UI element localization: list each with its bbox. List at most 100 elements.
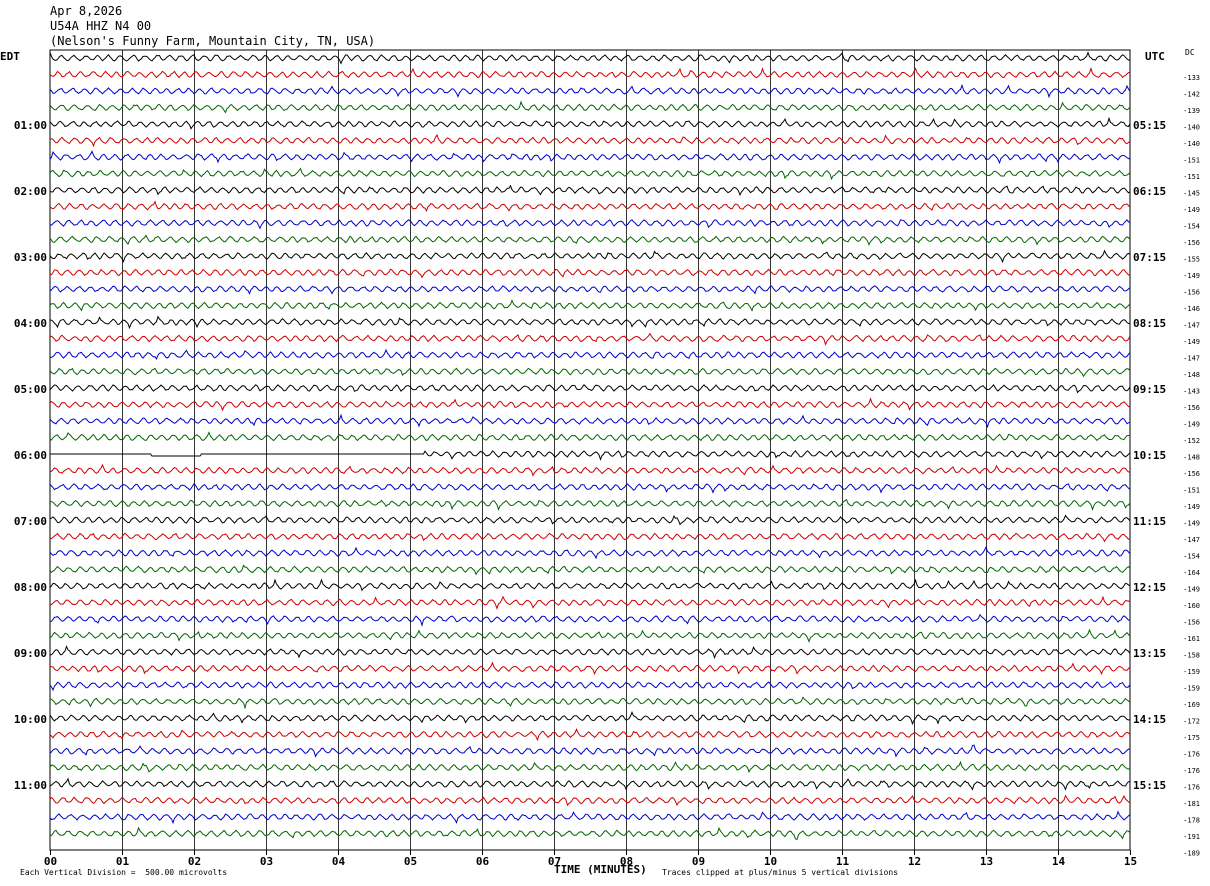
dc-offset-label: -149 (1183, 338, 1200, 346)
dc-offset-label: -176 (1183, 751, 1200, 759)
seismic-trace (49, 483, 1131, 494)
seismic-trace (49, 595, 1131, 610)
left-hour-label: 07:00 (14, 515, 47, 528)
chart-grid (49, 49, 1131, 855)
seismic-trace (49, 578, 1131, 592)
x-tick-label: 09 (692, 855, 705, 868)
dc-offset-label: -143 (1183, 388, 1200, 396)
x-tick-label: 11 (836, 855, 850, 868)
left-hour-label: 11:00 (14, 779, 47, 792)
dc-offset-label: -164 (1183, 569, 1200, 577)
left-hour-label: 02:00 (14, 185, 47, 198)
right-hour-label: 14:15 (1133, 713, 1166, 726)
x-tick-label: 10 (764, 855, 777, 868)
seismic-trace (49, 299, 1131, 312)
dc-offset-label: -149 (1183, 421, 1200, 429)
x-tick-label: 05 (404, 855, 417, 868)
dc-offset-label: -156 (1183, 289, 1200, 297)
dc-offset-label: -151 (1183, 173, 1200, 181)
dc-offset-label: -133 (1183, 74, 1200, 82)
seismic-trace (49, 133, 1131, 148)
dc-offset-label: -154 (1183, 553, 1200, 561)
right-hour-label: 08:15 (1133, 317, 1166, 330)
seismic-trace (49, 728, 1131, 742)
chart-frame (49, 49, 1131, 851)
seismic-trace (49, 696, 1131, 710)
right-hour-label: 11:15 (1133, 515, 1166, 528)
right-timezone-label: UTC (1145, 50, 1165, 63)
dc-offset-label: -140 (1183, 124, 1200, 132)
dc-offset-label: -145 (1183, 190, 1200, 198)
dc-offset-label: -178 (1183, 817, 1200, 825)
left-hour-label: 09:00 (14, 647, 47, 660)
seismic-trace (49, 545, 1131, 560)
dc-offset-label: -152 (1183, 437, 1200, 445)
seismic-trace (49, 613, 1131, 627)
seismic-trace (49, 348, 1131, 360)
left-hour-label: 04:00 (14, 317, 47, 330)
seismic-trace (49, 83, 1131, 99)
x-tick-label: 13 (980, 855, 993, 868)
dc-offset-label: -154 (1183, 223, 1200, 231)
x-axis-title: TIME (MINUTES) (554, 863, 647, 876)
dc-offset-label: -156 (1183, 619, 1200, 627)
dc-offset-label: -176 (1183, 784, 1200, 792)
left-hour-label: 06:00 (14, 449, 47, 462)
dc-offset-label: -148 (1183, 371, 1200, 379)
left-hour-label: 03:00 (14, 251, 47, 264)
dc-offset-label: -139 (1183, 107, 1200, 115)
header-station: U54A HHZ N4 00 (50, 19, 152, 33)
x-tick-label: 00 (44, 855, 57, 868)
seismic-trace (49, 249, 1131, 264)
x-tick-label: 01 (116, 855, 130, 868)
dc-offset-label: -191 (1183, 833, 1200, 841)
dc-offset-label: -181 (1183, 800, 1200, 808)
dc-offset-label: -151 (1183, 487, 1200, 495)
dc-offset-label: -156 (1183, 404, 1200, 412)
dc-offset-label: -159 (1183, 668, 1200, 676)
dc-offset-label: -147 (1183, 355, 1200, 363)
seismic-trace (49, 219, 1131, 230)
label-group: 00 01 02 03 04 05 06 07 08 09 10 11 12 13 14 15 -133 -142… (14, 74, 1200, 868)
dc-offset-label: -169 (1183, 701, 1200, 709)
dc-offset-label: -149 (1183, 586, 1200, 594)
seismic-trace (49, 777, 1131, 791)
dc-offset-label: -156 (1183, 470, 1200, 478)
seismic-trace (49, 384, 1131, 394)
seismic-trace (49, 51, 1131, 65)
dc-offset-label: -147 (1183, 322, 1200, 330)
vertical-scale-note: Each Vertical Division = 500.00 microvol… (20, 868, 228, 877)
dc-offset-label: -147 (1183, 536, 1200, 544)
seismic-trace (49, 532, 1131, 543)
header-location: (Nelson's Funny Farm, Mountain City, TN,… (50, 34, 376, 48)
dc-offset-label: -189 (1183, 850, 1200, 858)
dc-offset-label: -156 (1183, 239, 1200, 247)
left-hour-label: 05:00 (14, 383, 47, 396)
seismic-trace (49, 413, 1131, 429)
seismic-trace (49, 431, 1131, 442)
right-hour-label: 09:15 (1133, 383, 1166, 396)
x-tick-label: 08 (620, 855, 633, 868)
seismic-trace (49, 710, 1131, 726)
right-hour-label: 05:15 (1133, 119, 1166, 132)
seismic-trace (49, 661, 1131, 675)
seismic-trace (49, 66, 1131, 79)
x-tick-label: 03 (260, 855, 273, 868)
x-tick-label: 14 (1052, 855, 1066, 868)
x-tick-label: 06 (476, 855, 490, 868)
seismic-trace (49, 681, 1131, 692)
dc-offset-label: -140 (1183, 140, 1200, 148)
right-hour-label: 12:15 (1133, 581, 1166, 594)
dc-offset-label: -149 (1183, 272, 1200, 280)
right-hour-label: 13:15 (1133, 647, 1166, 660)
seismic-trace (49, 514, 1131, 526)
seismic-trace (49, 744, 1131, 758)
dc-offset-label: -172 (1183, 718, 1200, 726)
dc-offset-label: -159 (1183, 685, 1200, 693)
dc-offset-label: -175 (1183, 734, 1200, 742)
dc-offset-label: -155 (1183, 256, 1200, 264)
dc-offset-label: -142 (1183, 91, 1200, 99)
left-hour-label: 08:00 (14, 581, 47, 594)
seismic-trace (49, 285, 1131, 295)
